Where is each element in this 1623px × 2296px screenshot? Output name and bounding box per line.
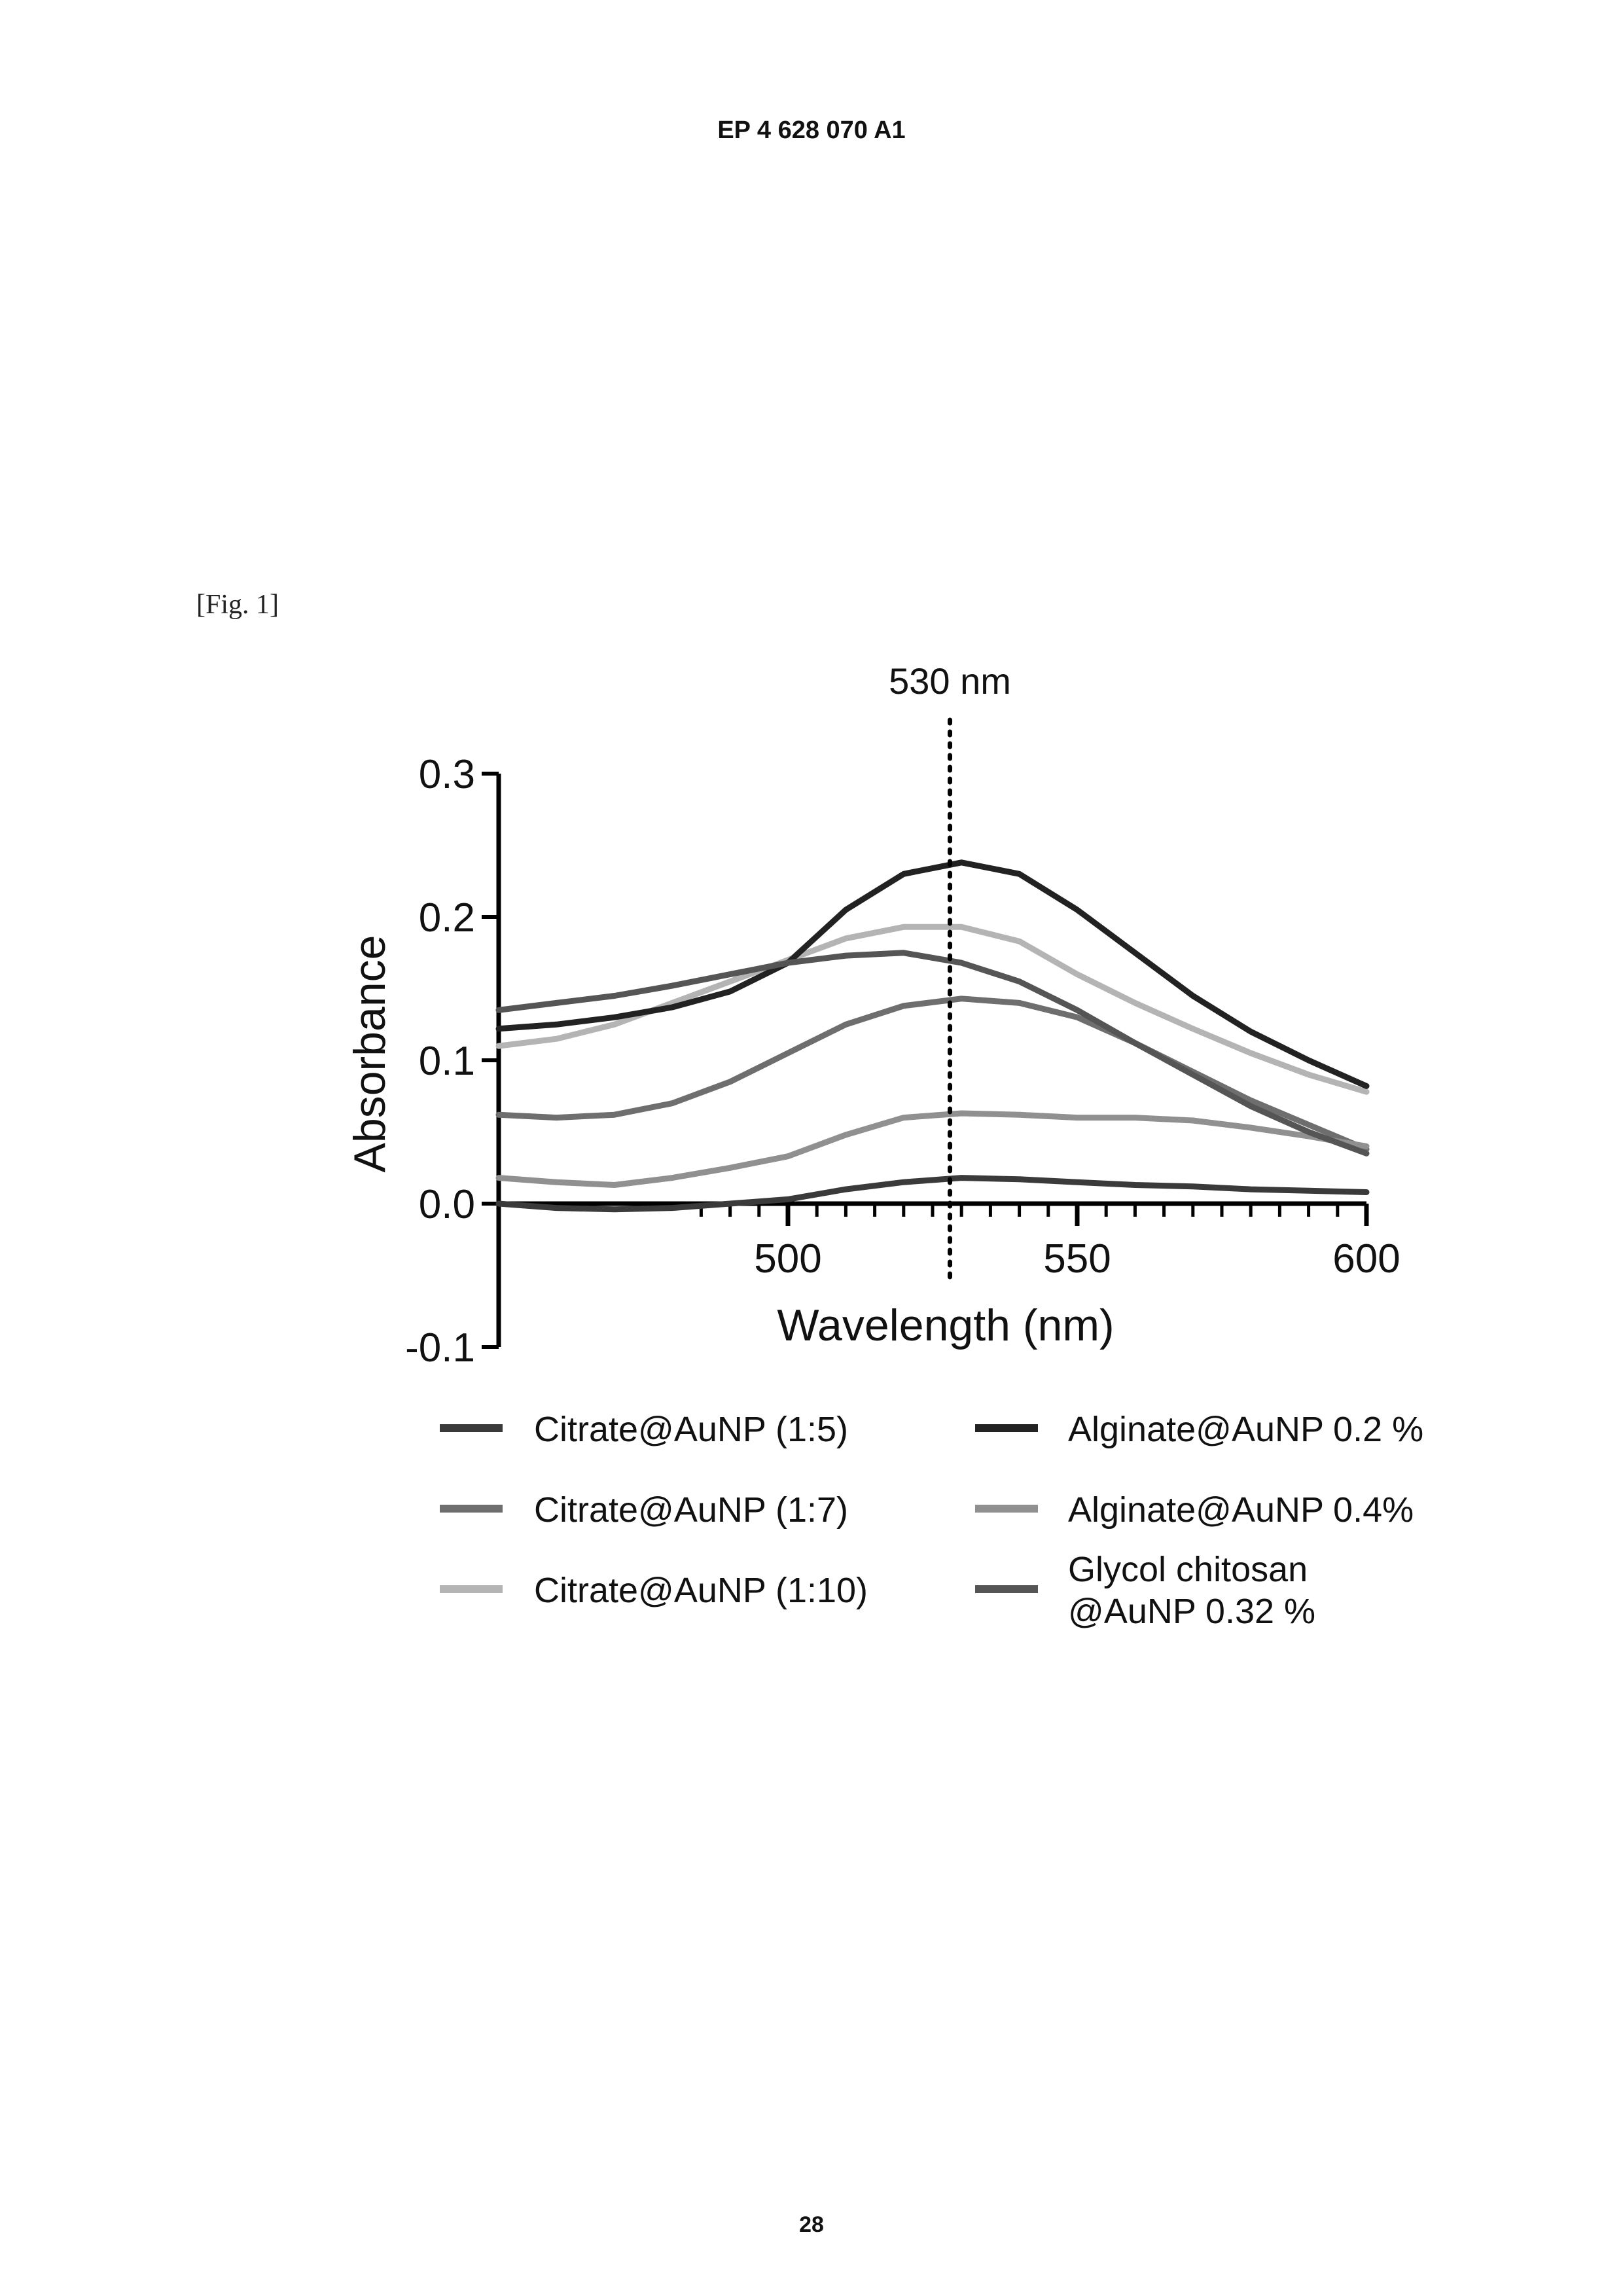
series-line-3	[499, 927, 1366, 1092]
chart-legend: Citrate@AuNP (1:5) Citrate@AuNP (1:7) Citr…	[440, 1410, 1423, 1631]
x-tick-label: 500	[754, 1236, 821, 1282]
y-axis-title: Absorbance	[345, 935, 395, 1173]
page-number: 28	[0, 2212, 1623, 2238]
chart-axes: 0.3 0.2 0.1 0.0 -0.1 500 550 600 Wavelength (nm)…	[345, 752, 1400, 1371]
series-line-5	[499, 1113, 1366, 1185]
legend-label: Alginate@AuNP 0.4%	[1068, 1490, 1414, 1530]
y-tick-label: 0.0	[419, 1182, 475, 1227]
y-tick-label: -0.1	[405, 1325, 475, 1371]
legend-label: @AuNP 0.32 %	[1068, 1592, 1315, 1631]
series-line-4	[499, 863, 1366, 1086]
annotation-label: 530 nm	[889, 660, 1011, 702]
legend-label: Alginate@AuNP 0.2 %	[1068, 1410, 1423, 1449]
y-tick-label: 0.2	[419, 895, 475, 941]
chart-series-layer	[499, 863, 1366, 1210]
y-tick-label: 0.1	[419, 1039, 475, 1084]
x-tick-label: 600	[1332, 1236, 1400, 1282]
legend-label: Citrate@AuNP (1:5)	[534, 1410, 848, 1449]
legend-label: Citrate@AuNP (1:7)	[534, 1490, 848, 1530]
y-tick-label: 0.3	[419, 752, 475, 797]
legend-label: Glycol chitosan	[1068, 1550, 1308, 1589]
x-tick-label: 550	[1043, 1236, 1111, 1282]
legend-label: Citrate@AuNP (1:10)	[534, 1571, 868, 1610]
x-axis-title: Wavelength (nm)	[777, 1300, 1114, 1350]
